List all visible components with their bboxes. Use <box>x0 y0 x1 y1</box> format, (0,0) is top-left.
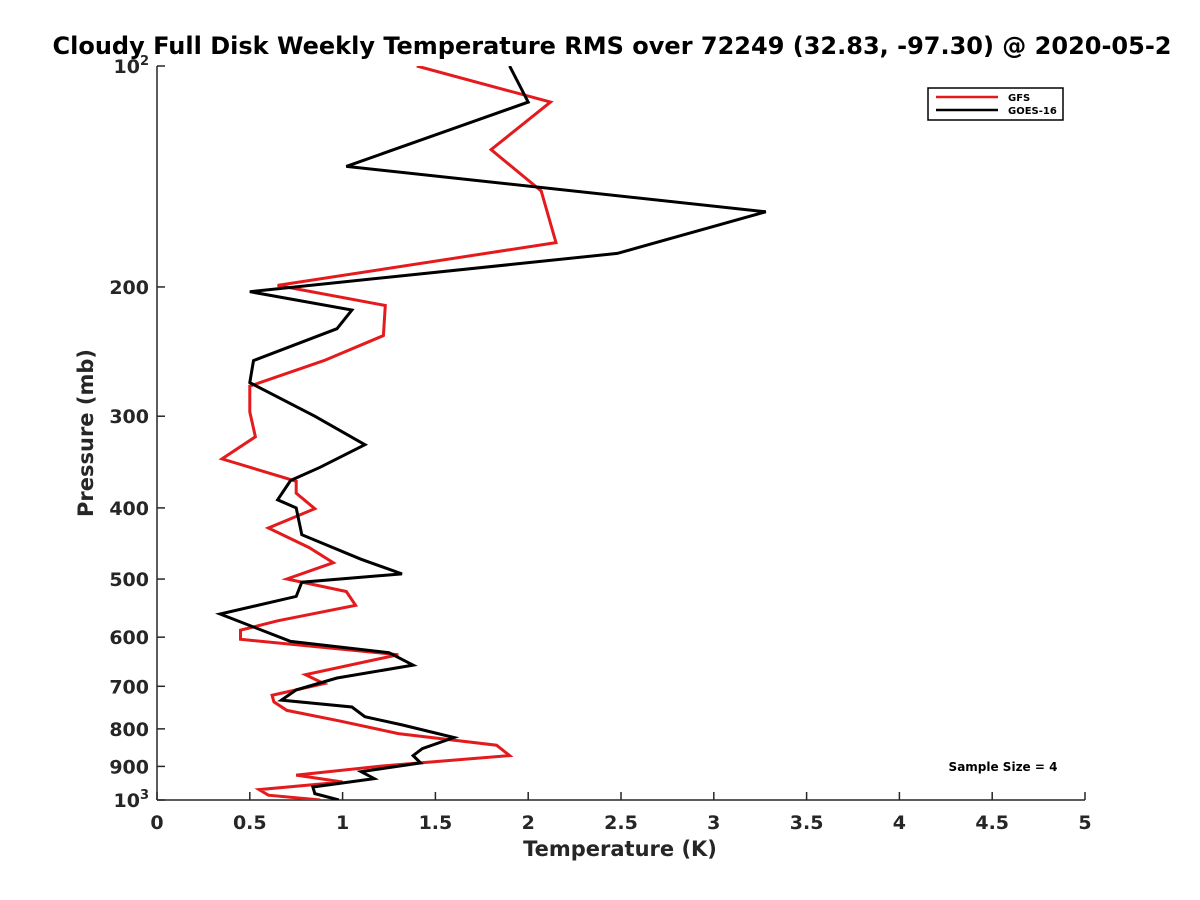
tick-exponent: 3 <box>140 788 149 803</box>
y-tick-label: 500 <box>109 569 149 591</box>
x-axis-ticks: 0 0.5 1 1.5 2 2.5 3 3.5 4 4.5 5 <box>150 792 1092 834</box>
legend-label: GFS <box>1008 93 1030 104</box>
y-tick-label: 700 <box>109 676 149 698</box>
x-tick-label: 0 <box>150 812 163 834</box>
x-tick-label: 1.5 <box>419 812 453 834</box>
y-tick-label: 103 <box>114 788 150 812</box>
legend: GFS GOES-16 <box>927 87 1064 121</box>
legend-label: GOES-16 <box>1008 106 1057 117</box>
x-tick-label: 3.5 <box>790 812 824 834</box>
y-tick-label: 400 <box>109 498 149 520</box>
x-tick-label: 2.5 <box>604 812 638 834</box>
x-tick-label: 2 <box>522 812 535 834</box>
y-tick-label: 300 <box>109 406 149 428</box>
x-tick-label: 5 <box>1078 812 1091 834</box>
sample-size-annotation: Sample Size = 4 <box>949 760 1058 774</box>
y-tick-label: 600 <box>109 627 149 649</box>
tick-base: 10 <box>114 790 140 812</box>
y-tick-label: 900 <box>109 756 149 778</box>
series-line-goes-16 <box>215 66 767 800</box>
x-tick-label: 3 <box>707 812 720 834</box>
series-layer <box>215 66 767 800</box>
tick-base: 10 <box>114 56 140 78</box>
y-tick-label: 800 <box>109 719 149 741</box>
y-axis-label: Pressure (mb) <box>74 349 98 517</box>
legend-box <box>927 87 1064 121</box>
y-tick-label: 102 <box>114 54 150 78</box>
tick-exponent: 2 <box>140 54 149 69</box>
x-tick-label: 4 <box>893 812 906 834</box>
x-tick-label: 1 <box>336 812 349 834</box>
x-tick-label: 4.5 <box>975 812 1009 834</box>
x-axis-label: Temperature (K) <box>523 837 717 861</box>
series-line-gfs <box>218 66 558 800</box>
x-tick-label: 0.5 <box>233 812 267 834</box>
y-tick-label: 200 <box>109 277 149 299</box>
chart-title: Cloudy Full Disk Weekly Temperature RMS … <box>53 32 1172 60</box>
